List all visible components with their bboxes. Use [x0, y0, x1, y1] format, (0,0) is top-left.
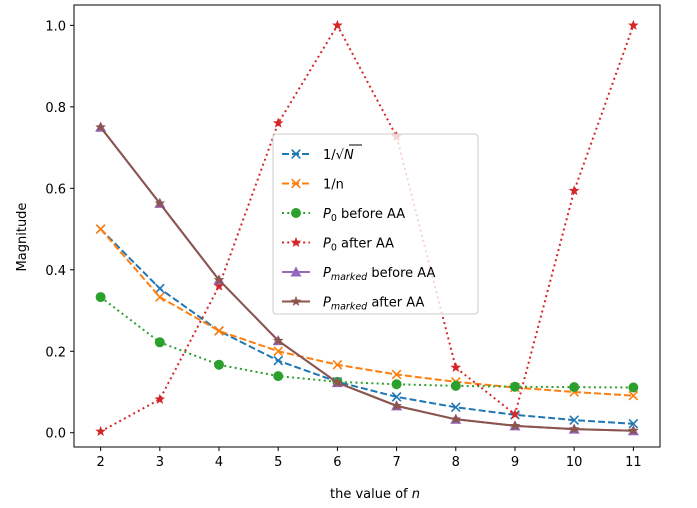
data-point — [154, 292, 165, 302]
legend-label: Pmarked after AA — [323, 296, 424, 313]
data-point — [391, 400, 402, 411]
data-point — [628, 425, 639, 436]
data-point — [273, 371, 284, 382]
data-point — [214, 326, 224, 336]
legend-label: 1/n — [323, 178, 344, 193]
data-point — [509, 408, 521, 419]
x-tick-label: 9 — [511, 455, 519, 470]
data-point — [95, 425, 106, 437]
legend-marker — [290, 266, 302, 277]
legend-marker — [291, 178, 301, 189]
series-line — [100, 296, 634, 389]
x-tick-label: 10 — [566, 455, 583, 470]
x-axis-label-text: the value of — [330, 487, 412, 502]
legend-entry: Pmarked after AA — [282, 296, 424, 313]
data-point — [628, 418, 639, 429]
data-point — [273, 346, 284, 357]
data-point — [154, 337, 165, 348]
legend: 1/√N 1/n P0 before AA P0 after AA Pmarked be… — [272, 133, 479, 315]
data-point — [154, 283, 165, 294]
series-line — [99, 228, 634, 397]
series-line — [99, 126, 634, 432]
data-point — [391, 392, 402, 402]
x-tick-label: 3 — [156, 455, 164, 470]
x-tick-label: 5 — [274, 455, 282, 470]
legend-label: P0 after AA — [323, 237, 394, 254]
data-point — [95, 224, 106, 234]
data-point — [509, 381, 520, 392]
legend-entry: 1/√N — [282, 144, 362, 163]
data-point — [568, 423, 580, 434]
y-axis-label: Magnitude — [15, 203, 30, 272]
y-tick-label: 1.0 — [45, 19, 66, 34]
legend-entry: P0 before AA — [282, 207, 405, 224]
data-point — [273, 355, 284, 366]
data-point — [95, 292, 106, 303]
legend-entry: P0 after AA — [282, 237, 394, 254]
axes: 2 3 4 5 6 7 8 9 10 11 0.0 0.2 0.4 0.6 0.8 1.0 — [45, 4, 661, 470]
data-point — [509, 420, 521, 431]
legend-entry: 1/n — [282, 178, 344, 193]
data-point — [450, 413, 462, 424]
data-point — [272, 335, 284, 346]
legend-marker — [291, 208, 301, 218]
data-point — [154, 393, 166, 404]
x-axis-label-variable: n — [412, 487, 420, 502]
legend-marker — [290, 295, 302, 307]
series-3 — [95, 292, 639, 393]
axes-frame — [73, 4, 661, 448]
data-point — [568, 185, 580, 196]
data-point — [628, 390, 639, 401]
y-tick-label: 0.8 — [45, 101, 66, 116]
y-tick-label: 0.6 — [45, 182, 66, 197]
data-point — [332, 19, 343, 30]
legend-marker — [291, 149, 301, 159]
x-tick-label: 4 — [215, 455, 223, 470]
x-tick-label: 6 — [333, 455, 341, 470]
y-tick-label: 0.0 — [45, 427, 66, 442]
x-tick-label: 7 — [392, 455, 400, 470]
data-point — [450, 361, 462, 373]
legend-label: P0 before AA — [323, 207, 405, 224]
data-point — [213, 280, 225, 291]
legend-entry: Pmarked before AA — [282, 266, 436, 283]
series-line — [99, 228, 634, 425]
plot-area — [95, 19, 639, 437]
data-point — [391, 369, 402, 380]
data-point — [272, 117, 284, 128]
data-point — [450, 402, 461, 413]
legend-marker — [290, 236, 302, 248]
data-point — [213, 274, 225, 285]
y-tick-label: 0.4 — [45, 264, 66, 279]
x-tick-label: 8 — [452, 455, 460, 470]
data-point — [450, 380, 461, 391]
x-tick-label: 11 — [625, 455, 642, 470]
data-point — [95, 121, 106, 132]
data-point — [569, 382, 580, 393]
y-tick-label: 0.2 — [45, 345, 66, 360]
data-point — [214, 359, 225, 370]
series-6 — [95, 121, 639, 436]
data-point — [154, 197, 166, 208]
legend-box — [272, 133, 479, 315]
data-point — [628, 19, 639, 30]
legend-label: Pmarked before AA — [323, 266, 436, 283]
data-point — [391, 379, 402, 390]
legend-label: 1/√N — [323, 148, 354, 163]
data-point — [569, 415, 580, 425]
x-axis-label: the value of n — [330, 487, 420, 502]
data-point — [332, 359, 343, 370]
data-point — [628, 382, 639, 393]
x-tick-label: 2 — [96, 455, 104, 470]
data-point — [332, 377, 343, 388]
